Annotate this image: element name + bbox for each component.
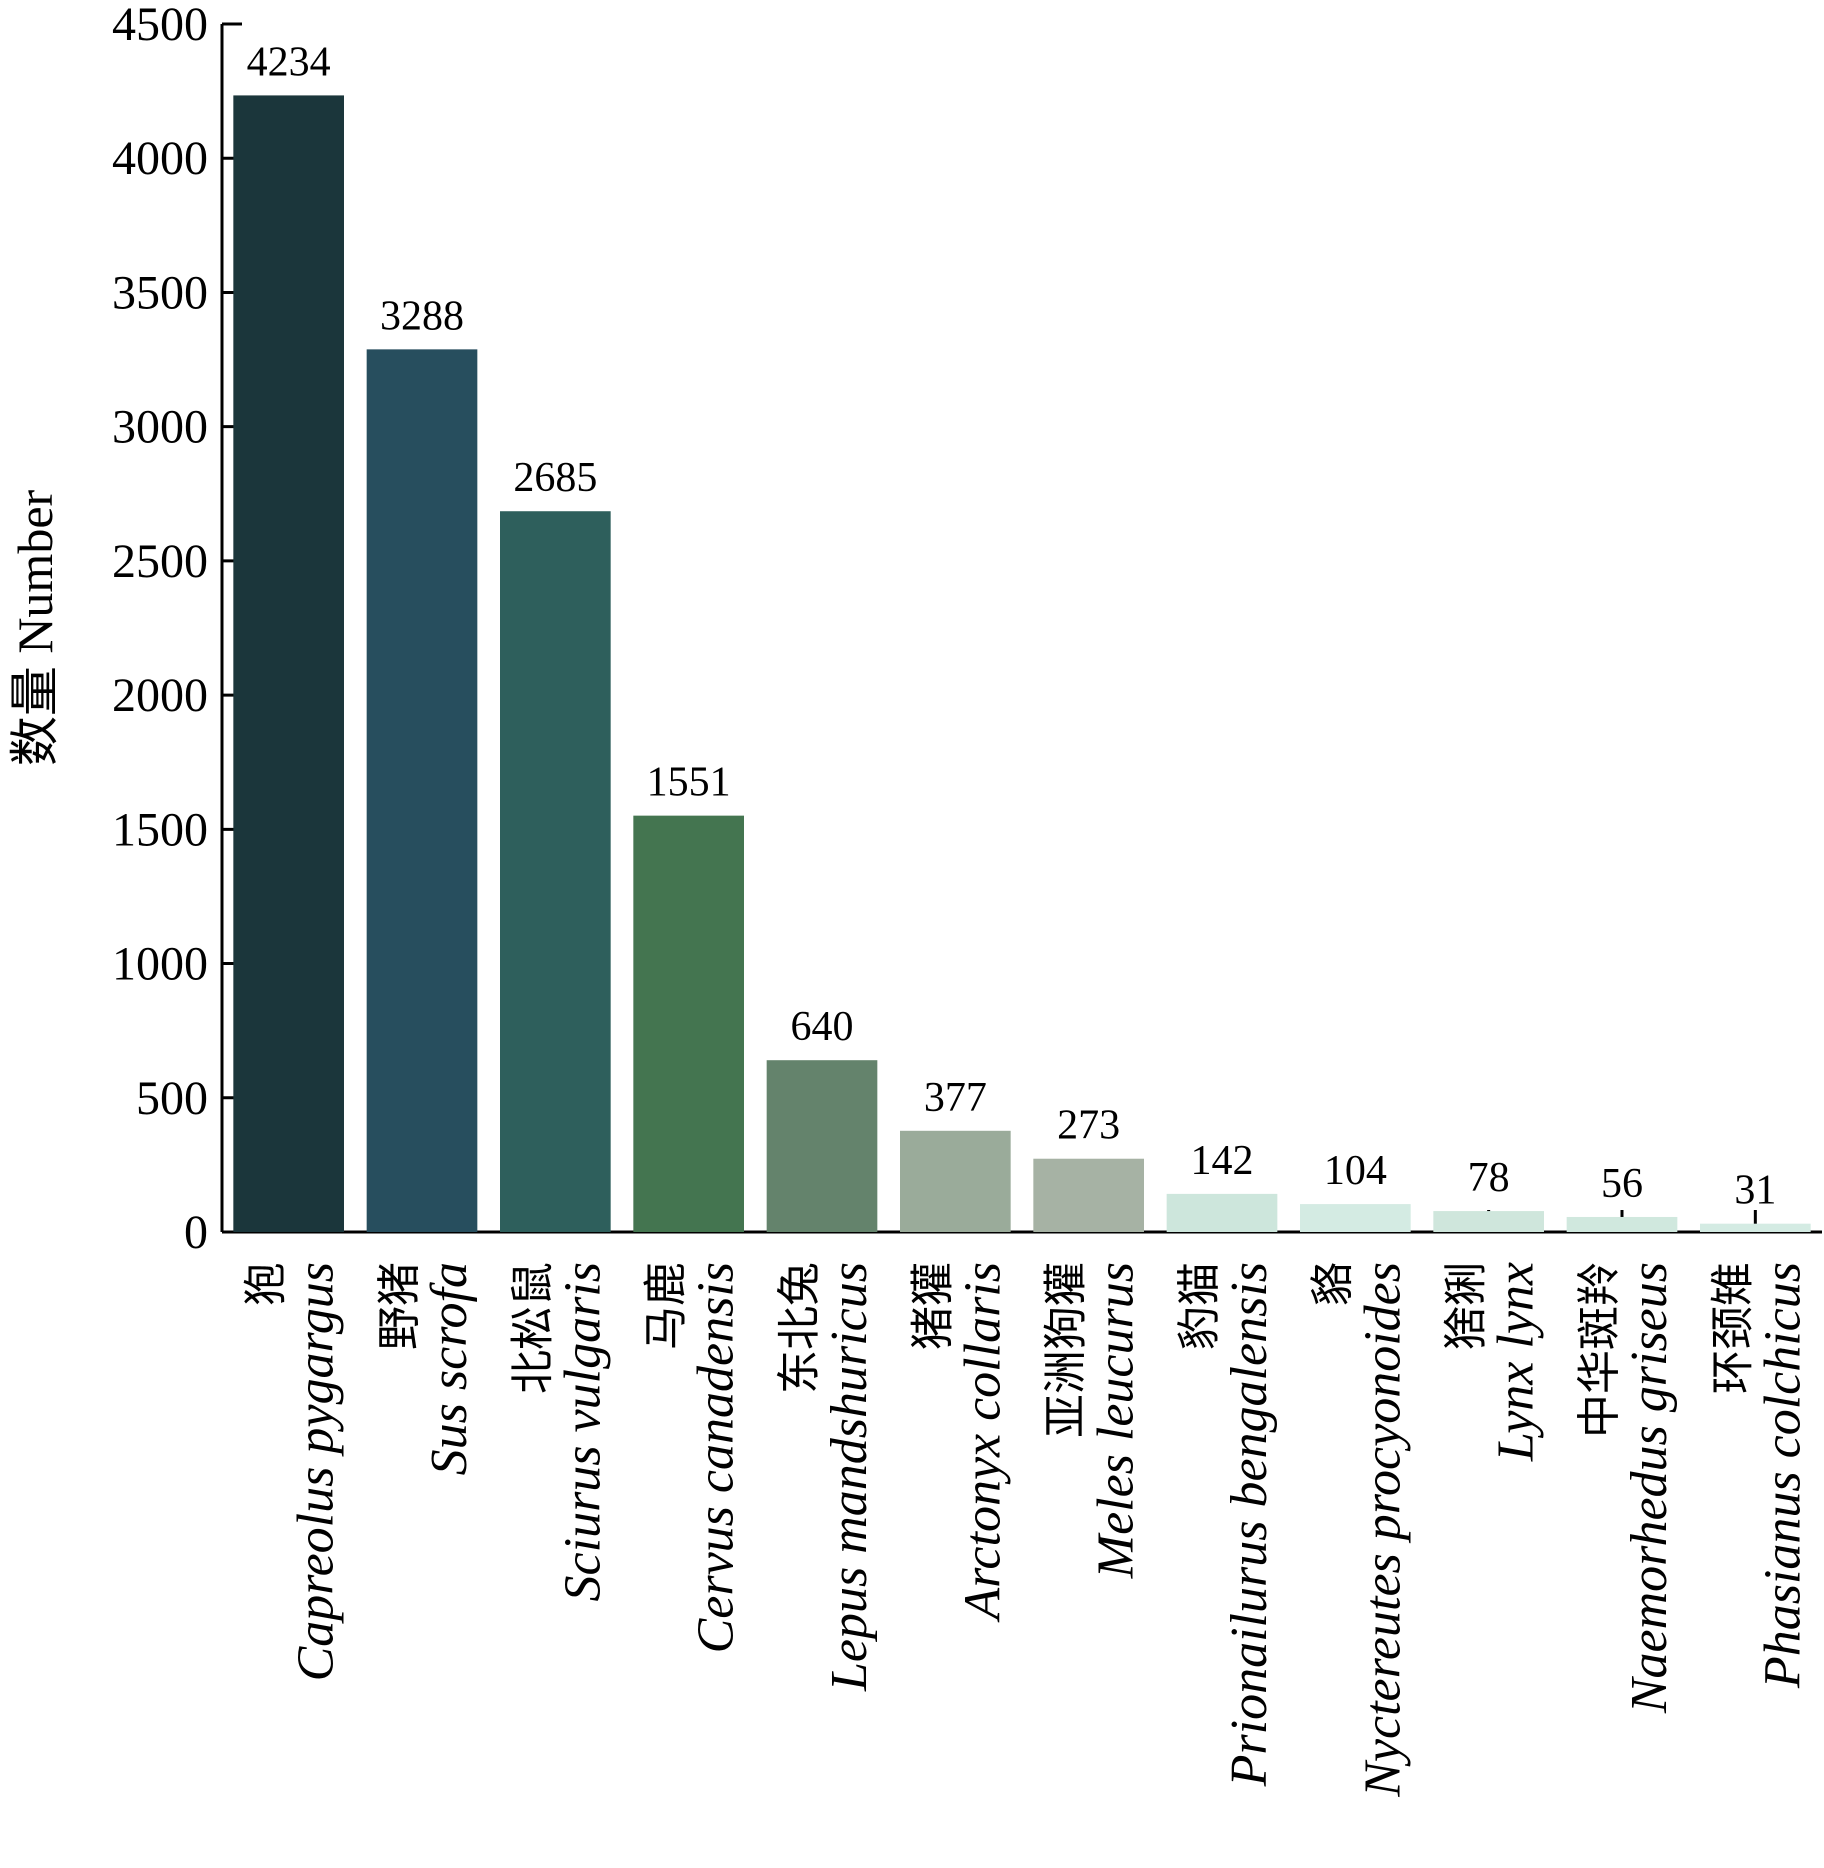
category-label-latin: Capreolus pygargus [288,1262,345,1681]
category-label-cn: 东北兔 [774,1262,825,1394]
y-tick-label: 4500 [112,0,208,51]
bar [1566,1216,1678,1232]
y-tick-label: 4000 [112,132,208,185]
data-label: 142 [1191,1138,1254,1184]
y-tick-label: 3500 [112,266,208,319]
category-label-cn: 北松鼠 [507,1262,558,1394]
category-label-latin: Nyctereutes procyonoides [1354,1262,1411,1798]
y-tick-label: 1500 [112,803,208,856]
category-label-cn: 中华斑羚 [1574,1262,1625,1438]
category-label-latin: Phasianus colchicus [1754,1262,1811,1689]
category-label-latin: Sus scrofa [421,1262,478,1475]
category-label-latin: Cervus canadensis [688,1262,745,1653]
bar [1300,1204,1411,1232]
bar [233,95,344,1232]
y-tick-label: 2500 [112,535,208,588]
data-label: 4234 [247,39,331,85]
data-label: 377 [924,1075,987,1121]
category-label-cn: 豹猫 [1174,1262,1225,1350]
data-label: 640 [791,1004,854,1050]
y-tick-label: 0 [184,1206,208,1259]
bar [1433,1211,1544,1232]
category-label-cn: 马鹿 [641,1262,692,1350]
data-label: 2685 [513,455,597,501]
data-label: 56 [1601,1161,1643,1207]
bars [233,95,1811,1232]
data-label: 3288 [380,293,464,339]
y-axis: 0 500 1000 1500 2000 2500 3000 3500 4000 4500 [112,0,242,1259]
category-label-cn: 亚洲狗獾 [1041,1262,1092,1438]
category-label-cn: 猞猁 [1441,1262,1492,1350]
category-label-latin: Prionailurus bengalensis [1221,1262,1278,1787]
data-label: 1551 [647,760,731,806]
bar [500,511,611,1232]
data-label: 104 [1324,1148,1387,1194]
bar [366,349,478,1232]
data-label: 78 [1468,1155,1510,1201]
data-label: 273 [1057,1103,1120,1149]
y-tick-label: 500 [136,1072,208,1125]
category-label-cn: 环颈雉 [1707,1262,1758,1394]
category-label-cn: 野猪 [374,1262,425,1350]
category-label-latin: Sciurus vulgaris [554,1262,611,1601]
y-tick-label: 1000 [112,938,208,991]
data-label: 31 [1734,1168,1776,1214]
category-label-cn: 貉 [1307,1262,1358,1306]
category-label-latin: Arctonyx collaris [954,1262,1011,1623]
bar [900,1130,1011,1232]
bar [766,1060,878,1232]
y-tick-label: 3000 [112,401,208,454]
category-label-latin: Lepus mandshuricus [821,1262,878,1692]
category-label-latin: Naemorhedus griseus [1621,1262,1678,1714]
category-label-cn: 猪獾 [907,1262,958,1350]
y-axis-title: 数量 Number [7,489,63,766]
category-label-latin: Meles leucurus [1088,1262,1145,1579]
y-tick-label: 2000 [112,669,208,722]
category-label-latin: Lynx lynx [1488,1262,1545,1462]
category-label-cn: 狍 [241,1262,292,1306]
bar [1166,1193,1278,1232]
bar [633,815,744,1232]
bar [1033,1158,1144,1232]
value-labels: 4234 3288 2685 1551 640 377 273 142 104 78 56 31 [247,39,1777,1213]
bar [1700,1223,1811,1232]
